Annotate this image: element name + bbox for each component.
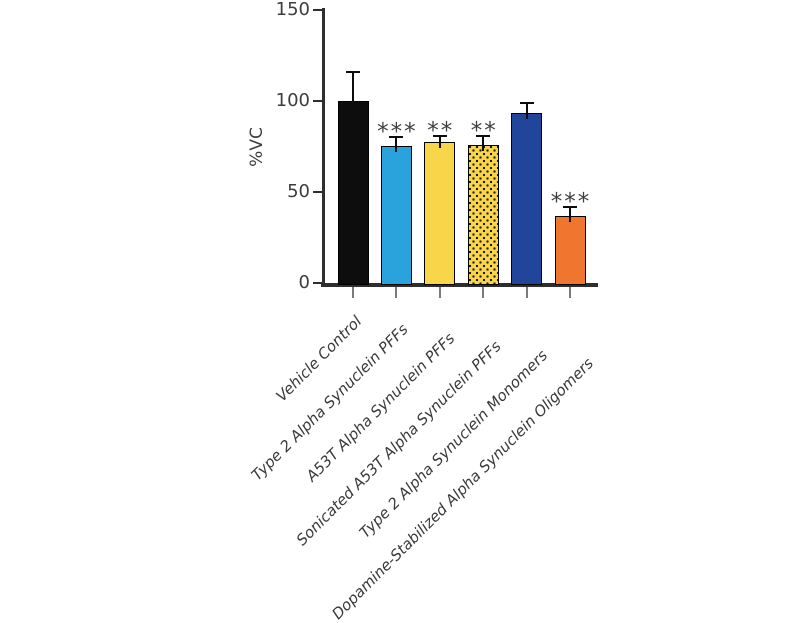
bar bbox=[511, 112, 543, 285]
significance-stars: *** bbox=[377, 119, 418, 146]
error-bar-stem bbox=[482, 135, 485, 151]
error-bar-stem bbox=[438, 135, 441, 148]
x-tick bbox=[395, 287, 398, 298]
error-bar-stem bbox=[525, 102, 528, 119]
error-bar-cap bbox=[563, 205, 577, 208]
significance-stars: ** bbox=[470, 117, 498, 144]
error-bar-cap bbox=[346, 70, 360, 73]
y-axis-title: %VC bbox=[247, 127, 267, 167]
significance-stars: ** bbox=[427, 117, 455, 144]
y-tick-label: 50 bbox=[287, 181, 310, 202]
bar bbox=[424, 141, 456, 285]
bar bbox=[380, 145, 412, 285]
bar bbox=[554, 215, 586, 285]
y-tick-label: 0 bbox=[298, 272, 310, 293]
error-bar-cap bbox=[389, 136, 404, 139]
x-tick bbox=[569, 287, 571, 298]
error-bar-stem bbox=[395, 137, 398, 152]
bar bbox=[467, 144, 499, 285]
error-bar-cap bbox=[432, 134, 447, 137]
x-axis-line bbox=[321, 283, 598, 287]
x-tick bbox=[525, 287, 528, 298]
bar bbox=[337, 101, 369, 285]
x-tick bbox=[482, 287, 485, 298]
error-bar-stem bbox=[569, 206, 571, 222]
y-axis-line bbox=[322, 8, 325, 287]
y-tick-label: 100 bbox=[275, 90, 310, 111]
x-category-label: Dopamine-Stabilized Alpha Synuclein Olig… bbox=[328, 354, 598, 623]
error-bar-stem bbox=[352, 71, 354, 107]
x-tick bbox=[438, 287, 441, 298]
y-tick bbox=[313, 191, 322, 193]
significance-stars: *** bbox=[550, 188, 592, 215]
x-tick bbox=[352, 287, 354, 298]
y-tick bbox=[313, 9, 322, 11]
bar-chart-figure: %VC 0 50 100 150 Vehicle Control *** Type 2 Al… bbox=[247, 0, 598, 623]
y-tick-label: 150 bbox=[275, 0, 310, 20]
x-category-label: Sonicated A53T Alpha Synuclein PFFs bbox=[292, 337, 505, 550]
error-bar-cap bbox=[519, 101, 534, 104]
y-tick bbox=[313, 100, 322, 102]
y-tick bbox=[313, 282, 322, 284]
error-bar-cap bbox=[476, 134, 491, 137]
